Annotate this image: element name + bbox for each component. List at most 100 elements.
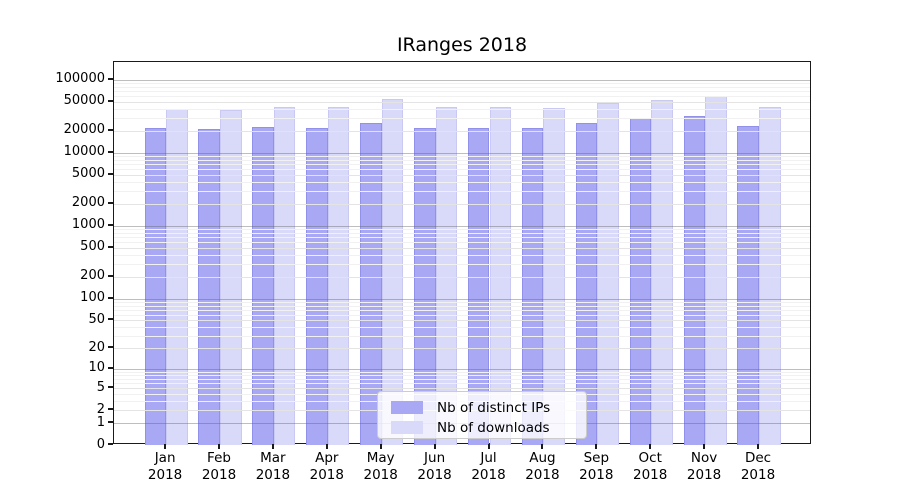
bar-downloads-aug [543,108,565,445]
x-tick-mark-feb [218,444,220,449]
legend-item-distinct-ips: Nb of distinct IPs [378,399,586,416]
y-tick-mark-50000 [108,99,113,102]
y-tick-label-2000: 2000 [71,195,105,211]
gridline-10 [114,368,810,370]
x-tick-mark-sep [595,444,598,449]
gridline-70 [114,309,810,311]
x-tick-mark-jun [433,444,436,449]
y-tick-label-10: 10 [88,360,105,376]
gridline-400 [114,254,810,256]
gridline-30000 [114,118,810,120]
gridline-20 [114,348,810,350]
gridline-1000 [114,225,810,227]
y-tick-label-50000: 50000 [63,93,105,109]
x-tick-label-sep: Sep 2018 [579,450,614,483]
y-tick-mark-2 [108,408,113,411]
gridline-40 [114,327,810,329]
y-tick-mark-200 [108,274,113,277]
gridline-800 [114,232,810,234]
gridline-900 [114,229,810,231]
x-tick-label-dec: Dec 2018 [740,450,776,483]
y-tick-label-100: 100 [80,290,105,306]
y-tick-mark-20 [108,346,113,349]
gridline-90000 [114,83,810,85]
x-tick-label-jan: Jan 2018 [147,450,183,483]
bar-distinct-ips-nov [683,116,706,445]
bar-distinct-ips-may [360,122,382,445]
bar-distinct-ips-aug [521,127,544,445]
gridline-6 [114,383,810,385]
legend: Nb of distinct IPs Nb of downloads [377,391,587,439]
bar-distinct-ips-sep [575,123,598,445]
x-tick-mark-aug [541,444,544,449]
gridline-9000 [114,156,810,158]
gridline-80000 [114,87,810,88]
gridline-70000 [114,91,810,93]
y-tick-label-20000: 20000 [63,122,105,138]
bar-downloads-nov [705,95,727,445]
y-tick-mark-100000 [108,77,113,80]
x-tick-label-mar: Mar 2018 [255,450,291,483]
y-tick-label-2: 2 [96,401,105,417]
x-tick-mark-apr [325,444,328,449]
gridline-300 [114,264,810,266]
gridline-60 [114,314,810,316]
y-tick-mark-1000 [108,223,113,226]
bar-downloads-oct [651,99,673,445]
bar-distinct-ips-dec [737,126,759,445]
bar-distinct-ips-jul [467,128,490,445]
y-tick-label-20: 20 [88,339,105,355]
y-tick-label-1000: 1000 [71,217,105,233]
x-tick-mark-jan [164,444,167,449]
gridline-80 [114,305,810,307]
x-tick-label-oct: Oct 2018 [633,450,668,483]
y-tick-label-5: 5 [96,379,105,395]
bar-distinct-ips-apr [306,127,328,445]
y-tick-mark-1 [108,421,113,424]
y-tick-mark-100 [108,296,113,299]
legend-swatch-distinct-ips [391,401,423,414]
y-tick-mark-5000 [108,172,113,175]
plot-area: Nb of distinct IPs Nb of downloads [113,61,811,445]
bar-distinct-ips-oct [629,118,652,445]
gridline-2000 [114,203,810,205]
gridline-6000 [114,169,810,171]
bar-distinct-ips-mar [252,126,274,445]
bar-downloads-may [381,98,404,445]
x-tick-label-jun: Jun 2018 [417,450,452,483]
legend-label-downloads: Nb of downloads [437,419,550,436]
chart-title: IRanges 2018 [396,34,528,56]
y-tick-label-1: 1 [96,414,105,430]
y-tick-mark-10000 [108,150,113,153]
gridline-700 [114,237,810,239]
x-tick-mark-jul [487,444,490,449]
y-tick-mark-5 [108,386,113,389]
x-tick-label-aug: Aug 2018 [525,450,560,483]
y-tick-mark-500 [108,245,113,248]
y-tick-label-200: 200 [80,268,105,284]
y-tick-label-5000: 5000 [71,166,105,182]
legend-item-downloads: Nb of downloads [378,419,586,436]
gridline-7000 [114,164,810,166]
bar-distinct-ips-jan [144,127,167,445]
gridline-20000 [114,130,810,132]
gridline-100 [114,298,810,300]
gridline-4000 [114,181,810,183]
gridline-5000 [114,174,810,176]
gridline-500 [114,247,810,249]
gridline-3000 [114,191,810,193]
y-tick-label-50: 50 [88,311,105,327]
gridline-5 [114,388,810,390]
bar-distinct-ips-feb [198,128,220,445]
y-tick-label-10000: 10000 [63,144,105,160]
gridline-50000 [114,101,810,103]
y-tick-label-500: 500 [80,239,105,255]
gridline-50 [114,320,810,322]
x-tick-mark-may [379,444,382,449]
gridline-8 [114,375,810,377]
gridline-40000 [114,108,810,110]
y-tick-mark-20000 [108,128,113,131]
y-tick-label-0: 0 [96,436,105,452]
x-tick-mark-oct [649,444,652,449]
y-tick-mark-10 [108,366,113,369]
